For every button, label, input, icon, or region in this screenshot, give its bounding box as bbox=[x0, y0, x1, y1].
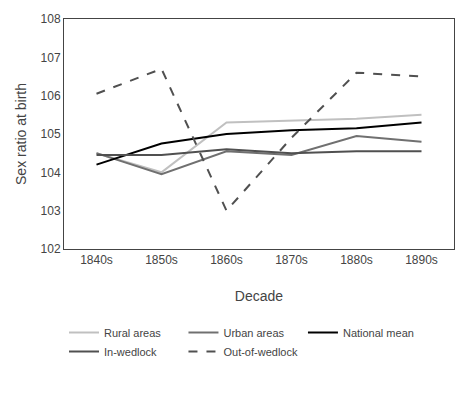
svg-text:104: 104 bbox=[41, 166, 61, 180]
svg-text:Decade: Decade bbox=[235, 288, 283, 304]
svg-text:Urban areas: Urban areas bbox=[223, 327, 284, 339]
svg-text:108: 108 bbox=[41, 12, 61, 26]
svg-text:105: 105 bbox=[41, 127, 61, 141]
svg-text:Out-of-wedlock: Out-of-wedlock bbox=[223, 346, 297, 358]
svg-text:National mean: National mean bbox=[343, 327, 414, 339]
svg-text:106: 106 bbox=[41, 89, 61, 103]
svg-text:1850s: 1850s bbox=[145, 253, 178, 267]
svg-text:In-wedlock: In-wedlock bbox=[104, 346, 157, 358]
svg-text:103: 103 bbox=[41, 204, 61, 218]
svg-text:Rural areas: Rural areas bbox=[104, 327, 161, 339]
svg-text:1870s: 1870s bbox=[275, 253, 308, 267]
svg-text:1840s: 1840s bbox=[80, 253, 113, 267]
svg-text:1860s: 1860s bbox=[210, 253, 243, 267]
svg-text:102: 102 bbox=[41, 242, 61, 256]
svg-text:107: 107 bbox=[41, 51, 61, 65]
svg-text:1890s: 1890s bbox=[405, 253, 438, 267]
svg-text:Sex ratio at birth: Sex ratio at birth bbox=[13, 83, 29, 185]
svg-text:1880s: 1880s bbox=[340, 253, 373, 267]
